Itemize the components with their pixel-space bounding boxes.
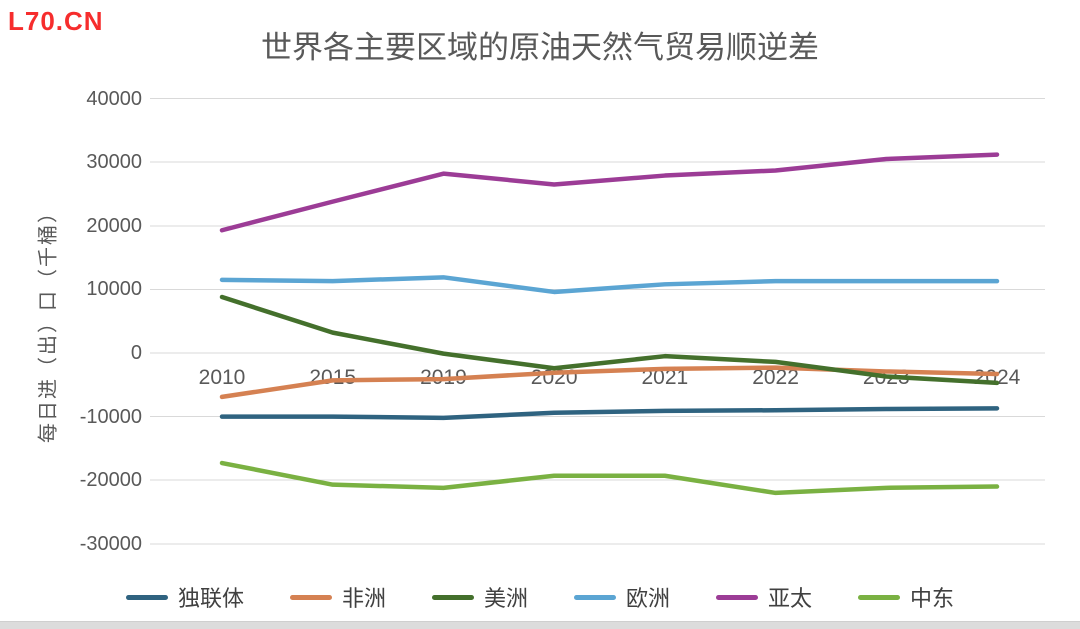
y-tick-label: -20000 [79,469,142,492]
y-tick-label: 0 [130,342,142,364]
series-line-0 [219,406,1000,421]
legend-swatch [716,594,759,600]
x-tick-label: 2024 [973,366,1021,389]
x-tick-label: 2010 [198,366,246,389]
y-tick-label: 40000 [86,87,142,110]
legend-label: 美洲 [483,586,528,611]
y-tick-label: 30000 [86,151,142,174]
watermark-text: L70.CN [8,6,104,36]
legend-swatch [125,594,168,600]
legend: 独联体 非洲 美洲 欧洲 亚太 中东 [0,581,1080,613]
legend-label: 中东 [910,586,955,611]
legend-item-1: 非洲 [289,581,386,613]
series-line-5 [219,460,1000,496]
chart-title: 世界各主要区域的原油天然气贸易顺逆差 [261,30,819,65]
y-tick-label: -10000 [79,405,142,428]
legend-item-2: 美洲 [431,581,528,613]
legend-item-3: 欧洲 [574,581,670,613]
x-tick-label: 2020 [530,366,578,389]
series-line-4 [219,152,1000,233]
legend-item-5: 中东 [858,581,954,613]
y-tick-label: -30000 [79,532,142,555]
x-tick-label: 2023 [862,366,910,389]
series-line-3 [219,275,1000,295]
legend-item-4: 亚太 [716,581,812,613]
legend-swatch [574,594,616,600]
legend-label: 独联体 [177,586,244,611]
legend-item-0: 独联体 [125,581,244,613]
legend-swatch [858,594,901,600]
bottom-edge-bar [0,621,1080,629]
x-tick-label: 2021 [641,366,689,389]
y-tick-label: 20000 [86,214,142,237]
x-tick-label: 2022 [752,366,799,389]
x-tick-label: 2019 [420,366,467,389]
legend-label: 非洲 [341,586,386,611]
y-tick-label: 10000 [86,278,142,301]
x-tick-label: 2015 [309,366,357,389]
legend-swatch [431,594,474,600]
legend-swatch [289,594,332,600]
legend-label: 亚太 [768,586,813,611]
legend-label: 欧洲 [626,586,671,611]
